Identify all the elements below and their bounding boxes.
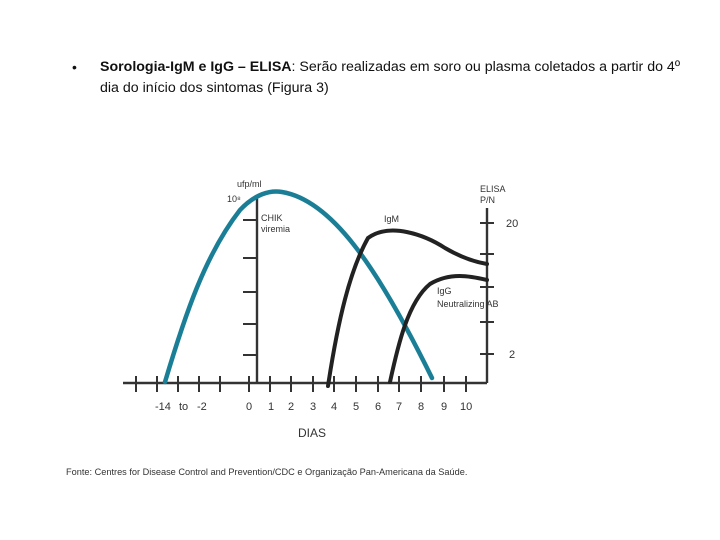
x-tick-label: -2 xyxy=(197,401,207,413)
axes xyxy=(123,198,489,385)
viremia-label-line1: CHIK xyxy=(261,213,283,223)
bullet-marker: • xyxy=(72,59,77,75)
right-tick-label-bottom: 2 xyxy=(509,349,515,361)
x-tick-label: -14 xyxy=(155,401,171,413)
x-tick-label: to xyxy=(179,401,188,413)
left-y-tick-marks xyxy=(243,219,257,356)
igg-label-line2: Neutralizing AB xyxy=(437,299,499,309)
figure-source-note: Fonte: Centres for Disease Control and P… xyxy=(66,467,468,477)
igg-label-line1: IgG xyxy=(437,286,452,296)
paragraph-body: : Serão realizadas em soro ou plasma col… xyxy=(100,59,680,96)
x-tick-label: 2 xyxy=(288,401,294,413)
paragraph-bold-title: Sorologia-IgM e IgG – ELISA xyxy=(100,59,292,75)
x-tick-label: 10 xyxy=(460,401,472,413)
x-tick-label: 6 xyxy=(375,401,381,413)
left-axis-unit: ufp/ml xyxy=(237,179,262,189)
x-tick-label: 8 xyxy=(418,401,424,413)
right-axis-title-line1: ELISA xyxy=(480,184,506,194)
igg-curve xyxy=(388,274,489,384)
x-tick-label: 1 xyxy=(268,401,274,413)
x-axis-title: DIAS xyxy=(298,426,326,440)
x-tick-label: 4 xyxy=(331,401,337,413)
x-tick-marks xyxy=(135,376,467,392)
x-tick-label: 0 xyxy=(246,401,252,413)
left-axis-top-label: 10⁸ xyxy=(227,194,241,204)
x-tick-label: 5 xyxy=(353,401,359,413)
right-axis-title-line2: P/N xyxy=(480,195,495,205)
viremia-label-line2: viremia xyxy=(261,224,290,234)
x-tick-label: 9 xyxy=(441,401,447,413)
x-tick-label: 3 xyxy=(310,401,316,413)
x-tick-label: 7 xyxy=(396,401,402,413)
igm-label: IgM xyxy=(384,214,399,224)
paragraph-text: Sorologia-IgM e IgG – ELISA: Serão reali… xyxy=(100,57,700,99)
right-y-tick-marks xyxy=(480,222,494,355)
right-tick-label-top: 20 xyxy=(506,218,518,230)
viremia-curve xyxy=(162,189,435,385)
igm-curve xyxy=(326,228,489,388)
x-tick-labels: -14 to -2 0 1 2 3 4 5 6 7 8 9 10 xyxy=(155,401,472,413)
